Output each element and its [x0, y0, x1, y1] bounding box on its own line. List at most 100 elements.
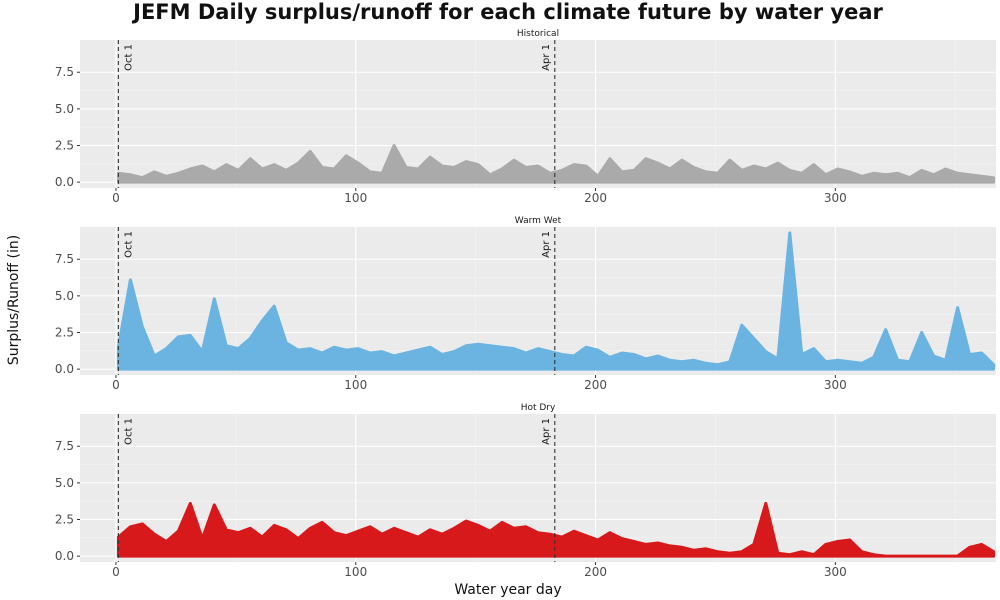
- y-tick-label: 2.5: [55, 326, 74, 340]
- data-point: [525, 526, 527, 528]
- data-point: [477, 343, 479, 346]
- data-point: [429, 156, 431, 159]
- data-point: [872, 553, 875, 556]
- data-point: [141, 325, 144, 328]
- data-point: [297, 537, 300, 540]
- data-point: [705, 362, 707, 365]
- data-point: [537, 347, 539, 350]
- data-point: [141, 523, 144, 525]
- x-tick-label: 100: [344, 191, 367, 205]
- data-point: [585, 346, 587, 348]
- data-point: [225, 163, 228, 166]
- data-point: [357, 162, 359, 164]
- data-point: [381, 533, 383, 535]
- data-point: [177, 530, 180, 533]
- data-point: [129, 174, 132, 176]
- data-point: [621, 537, 623, 540]
- data-point: [537, 165, 539, 167]
- data-point: [705, 171, 707, 173]
- data-point: [549, 533, 551, 535]
- x-tick-label: 0: [112, 191, 120, 205]
- data-point: [585, 165, 587, 167]
- data-point: [669, 545, 671, 547]
- data-point: [800, 353, 803, 356]
- data-point: [729, 552, 731, 555]
- data-point: [812, 163, 815, 166]
- data-point: [812, 553, 815, 556]
- data-point: [657, 355, 659, 357]
- data-point: [753, 337, 755, 340]
- data-point: [405, 166, 407, 169]
- data-point: [681, 546, 683, 549]
- data-point: [537, 531, 539, 534]
- data-point: [465, 520, 467, 522]
- data-point: [369, 352, 371, 354]
- data-point: [285, 528, 288, 531]
- data-point: [465, 344, 467, 347]
- data-point: [776, 162, 779, 164]
- data-point: [453, 166, 455, 169]
- data-point: [369, 526, 371, 528]
- data-point: [776, 552, 779, 555]
- data-point: [429, 528, 431, 531]
- data-point: [465, 160, 467, 163]
- reference-line-label: Apr 1: [541, 44, 552, 71]
- data-point: [884, 174, 887, 176]
- data-point: [309, 347, 311, 350]
- facet-title: Warm Wet: [515, 216, 562, 226]
- data-point: [848, 361, 851, 363]
- data-point: [633, 169, 635, 172]
- data-point: [896, 555, 899, 557]
- data-point: [489, 344, 491, 347]
- data-point: [441, 165, 443, 167]
- data-point: [980, 543, 983, 546]
- data-point: [237, 169, 240, 172]
- data-point: [824, 543, 827, 546]
- data-point: [393, 355, 395, 357]
- data-point: [501, 346, 503, 348]
- data-point: [489, 174, 491, 176]
- data-point: [297, 349, 300, 351]
- data-point: [908, 555, 911, 557]
- data-point: [153, 533, 156, 535]
- data-point: [261, 319, 264, 322]
- data-point: [741, 324, 743, 326]
- y-tick-label: 2.5: [55, 139, 74, 153]
- data-point: [237, 531, 240, 534]
- data-point: [213, 171, 216, 173]
- data-point: [345, 154, 347, 157]
- data-point: [609, 531, 611, 534]
- data-point: [369, 171, 371, 173]
- data-point: [333, 346, 335, 348]
- x-tick-label: 300: [824, 378, 847, 392]
- y-tick-label: 2.5: [55, 513, 74, 527]
- data-point: [860, 550, 863, 553]
- data-point: [261, 536, 264, 538]
- data-point: [741, 169, 743, 172]
- data-point: [393, 144, 395, 147]
- data-point: [345, 349, 347, 351]
- data-point: [992, 176, 995, 179]
- data-point: [273, 163, 276, 166]
- data-point: [645, 543, 647, 546]
- data-point: [321, 352, 323, 354]
- data-point: [980, 175, 983, 178]
- data-point: [860, 175, 863, 178]
- data-point: [836, 168, 839, 170]
- data-point: [956, 555, 959, 557]
- data-point: [189, 334, 192, 337]
- data-point: [477, 163, 479, 166]
- data-point: [393, 527, 395, 530]
- data-point: [297, 162, 300, 164]
- data-point: [621, 171, 623, 173]
- data-point: [693, 166, 695, 169]
- panel-background: [80, 40, 996, 188]
- y-tick-label: 5.0: [55, 289, 74, 303]
- data-point: [345, 534, 347, 537]
- data-point: [932, 174, 935, 176]
- data-point: [932, 555, 935, 557]
- data-point: [932, 355, 935, 357]
- data-point: [321, 166, 323, 169]
- data-point: [908, 176, 911, 179]
- data-point: [249, 337, 252, 340]
